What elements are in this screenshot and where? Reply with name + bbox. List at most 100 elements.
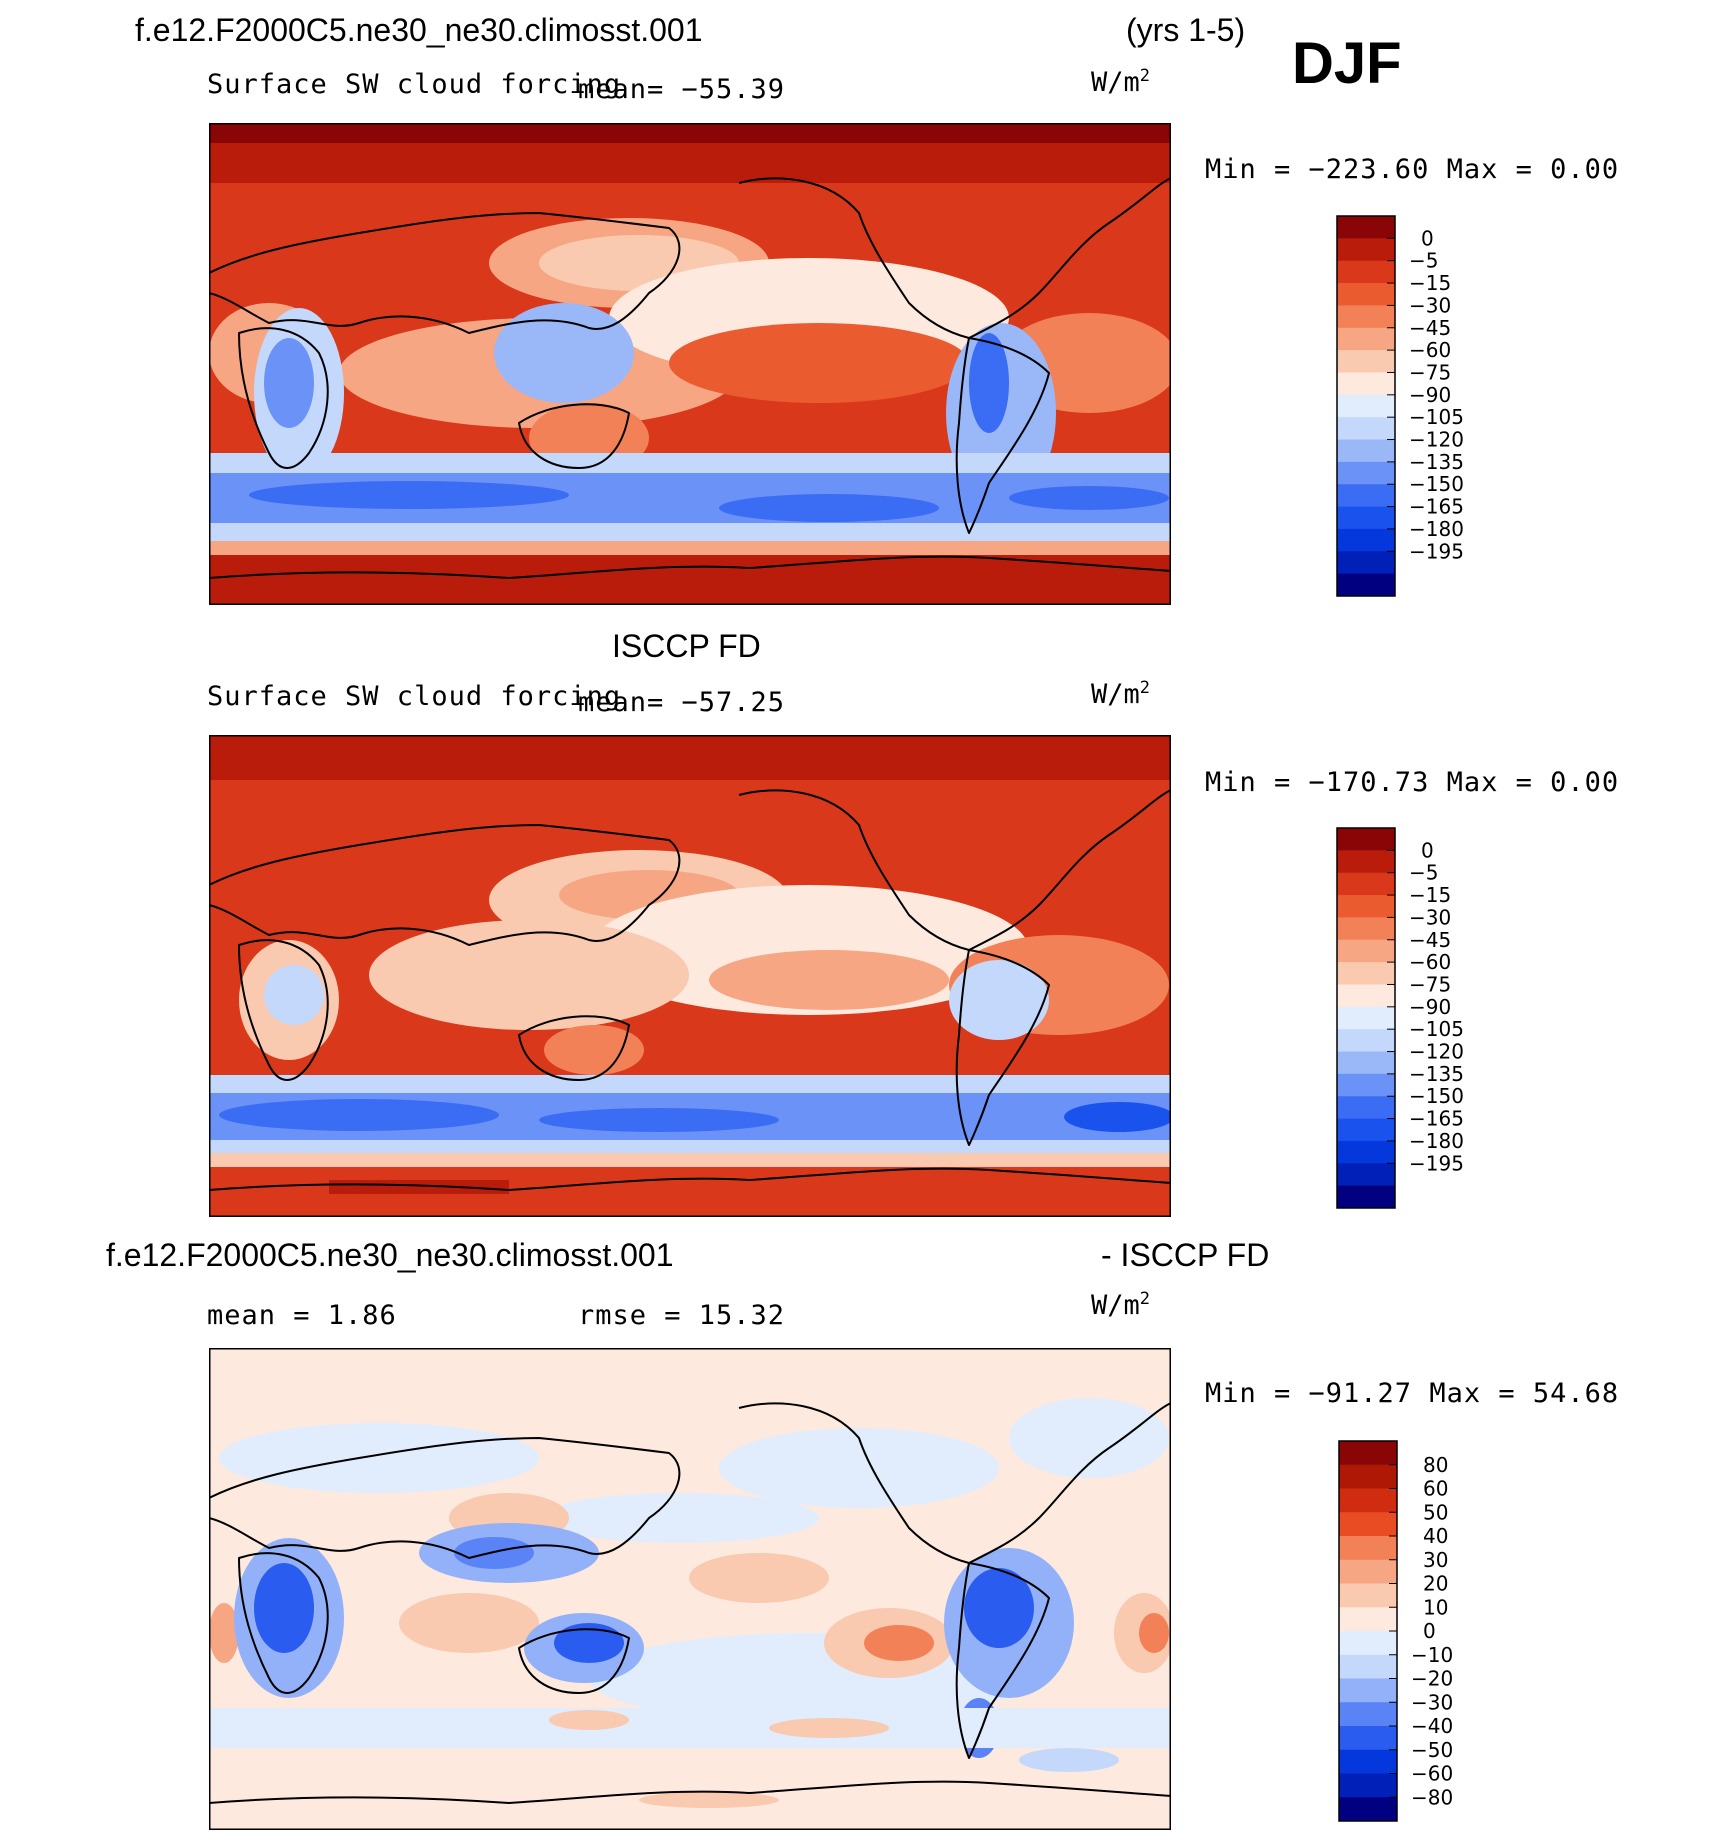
colorbar-label: 10 [1423,1595,1448,1619]
panel3-title-left: f.e12.F2000C5.ne30_ne30.climosst.001 [106,1237,674,1273]
colorbar-swatch [1337,439,1395,463]
panel3-map [209,1348,1171,1830]
colorbar-swatch [1339,1441,1397,1466]
colorbar-label: −60 [1411,1762,1453,1786]
panel1-colorbar: 0−5−15−30−45−60−75−90−105−120−135−150−16… [1336,215,1464,597]
panel3-units: W/m2 [1091,1289,1151,1321]
panel2-variable: Surface SW cloud forcing [207,681,622,712]
colorbar-swatch [1337,1118,1395,1142]
panel2-title: ISCCP FD [612,628,761,664]
years-label: (yrs 1-5) [1126,12,1246,48]
colorbar-label: −5 [1409,249,1438,273]
colorbar-label: −180 [1409,517,1464,541]
colorbar-swatch [1337,528,1395,552]
colorbar-swatch [1337,1140,1395,1164]
colorbar-label: −30 [1411,1690,1453,1714]
colorbar-label: −60 [1409,338,1451,362]
colorbar-swatch [1337,461,1395,485]
colorbar-label: −20 [1411,1667,1453,1691]
panel1-mean: mean= −55.39 [578,74,786,105]
colorbar-swatch [1337,962,1395,985]
colorbar-label: −90 [1409,383,1451,407]
colorbar-swatch [1337,372,1395,396]
colorbar-label: 0 [1421,838,1434,862]
panel3-title-right: - ISCCP FD [1101,1237,1270,1273]
colorbar-label: −15 [1409,883,1451,907]
panel3-minmax: Min = −91.27 Max = 54.68 [1205,1378,1620,1409]
colorbar-label: 0 [1423,1619,1436,1643]
colorbar-swatch [1339,1726,1397,1751]
colorbar-frame [1336,215,1396,597]
colorbar-swatch [1337,1051,1395,1075]
panel2-mean: mean= −57.25 [578,687,786,718]
colorbar-label: −50 [1411,1738,1453,1762]
colorbar-swatch [1339,1607,1397,1632]
panel3-rmse: rmse = 15.32 [578,1300,786,1331]
colorbar-label: −180 [1409,1129,1464,1153]
colorbar-label: −75 [1409,360,1451,384]
colorbar-swatch [1339,1559,1397,1584]
colorbar-swatch [1337,1185,1395,1209]
colorbar-swatch [1339,1536,1397,1561]
panel1-map [209,123,1171,605]
panel1-units: W/m2 [1091,66,1151,98]
colorbar-label: −40 [1411,1714,1453,1738]
colorbar-swatch [1339,1702,1397,1727]
colorbar-label: −15 [1409,271,1451,295]
colorbar-swatch [1337,216,1395,239]
panel2-colorbar: 0−5−15−30−45−60−75−90−105−120−135−150−16… [1336,827,1464,1209]
colorbar-label: −195 [1409,539,1464,563]
colorbar-swatch [1337,939,1395,963]
colorbar-label: −195 [1409,1151,1464,1175]
colorbar-label: −90 [1409,995,1451,1019]
colorbar-swatch [1339,1631,1397,1656]
colorbar-label: −75 [1409,972,1451,996]
colorbar-swatch [1337,394,1395,418]
colorbar-swatch [1337,872,1395,896]
colorbar-swatch [1339,1583,1397,1608]
colorbar-label: −135 [1409,1062,1464,1086]
colorbar-label: −105 [1409,405,1464,429]
colorbar-swatch [1339,1678,1397,1703]
colorbar-label: −135 [1409,450,1464,474]
panel3-mean: mean = 1.86 [207,1300,397,1331]
colorbar-label: −60 [1409,950,1451,974]
panel2-map [209,735,1171,1217]
colorbar-swatch [1337,1163,1395,1187]
colorbar-swatch [1337,984,1395,1008]
colorbar-swatch [1337,283,1395,306]
colorbar-label: 20 [1423,1572,1448,1596]
colorbar-label: 50 [1423,1500,1448,1524]
colorbar-swatch [1337,260,1395,284]
colorbar-swatch [1337,917,1395,941]
colorbar-swatch [1337,1073,1395,1097]
colorbar-swatch [1337,238,1395,262]
colorbar-label: −30 [1409,905,1451,929]
colorbar-label: −150 [1409,1084,1464,1108]
colorbar-label: −10 [1411,1643,1453,1667]
colorbar-swatch [1337,850,1395,874]
panel1-minmax: Min = −223.60 Max = 0.00 [1205,154,1620,185]
colorbar-swatch [1337,573,1395,597]
colorbar-swatch [1337,506,1395,530]
colorbar-label: −105 [1409,1017,1464,1041]
colorbar-label: −150 [1409,472,1464,496]
colorbar-label: −120 [1409,1040,1464,1064]
season-label: DJF [1292,31,1402,96]
colorbar-label: −30 [1409,293,1451,317]
colorbar-swatch [1339,1512,1397,1537]
panel1-variable: Surface SW cloud forcing [207,69,622,100]
colorbar-swatch [1337,327,1395,351]
colorbar-label: −120 [1409,428,1464,452]
case-title: f.e12.F2000C5.ne30_ne30.climosst.001 [135,12,703,48]
colorbar-swatch [1339,1488,1397,1513]
colorbar-swatch [1339,1797,1397,1822]
colorbar-label: 0 [1421,226,1434,250]
colorbar-swatch [1339,1654,1397,1679]
colorbar-label: 30 [1423,1548,1448,1572]
colorbar-swatch [1339,1464,1397,1489]
colorbar-swatch [1337,895,1395,918]
colorbar-swatch [1339,1773,1397,1798]
colorbar-swatch [1337,1029,1395,1053]
